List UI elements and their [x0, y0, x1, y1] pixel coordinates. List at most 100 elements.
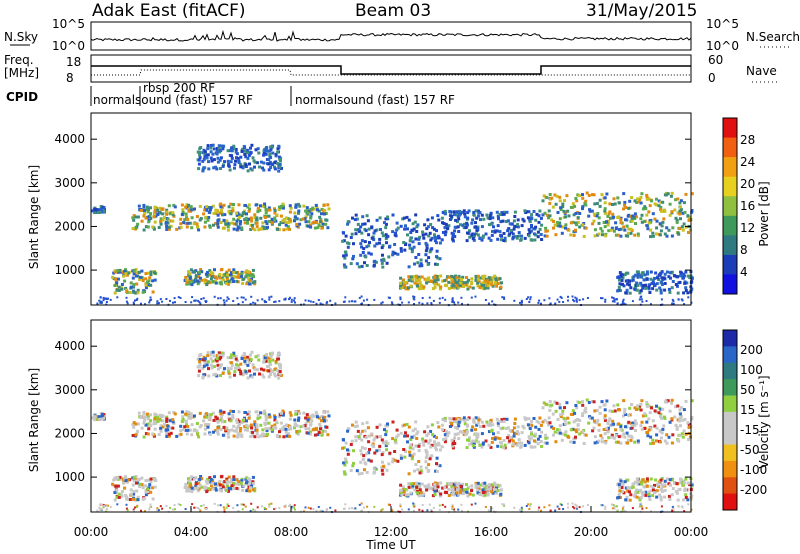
power-cell [636, 197, 640, 201]
velocity-cell [477, 487, 481, 491]
power-cell [525, 298, 528, 300]
velocity-cell [115, 495, 119, 499]
velocity-cell [624, 425, 627, 429]
velocity-cell [213, 502, 216, 505]
power-cell [617, 228, 621, 232]
velocity-cell [499, 492, 503, 496]
velocity-cell [632, 422, 636, 426]
velocity-cell [644, 490, 648, 494]
velocity-cell [280, 373, 283, 377]
power-cell [159, 220, 163, 223]
power-cell [212, 223, 215, 227]
velocity-cell [222, 410, 226, 414]
power-cell [149, 296, 152, 299]
velocity-cell [683, 488, 687, 492]
power-cell [123, 279, 127, 283]
velocity-cell [255, 428, 259, 432]
power-cell [595, 214, 599, 218]
velocity-cell [263, 508, 266, 511]
velocity-cell [471, 444, 475, 448]
power-cell [588, 209, 592, 213]
power-cell [262, 153, 266, 157]
velocity-cell [581, 430, 585, 434]
velocity-cell [150, 505, 153, 508]
power-cell [322, 212, 326, 216]
power-cell [386, 217, 390, 221]
velocity-cell [315, 509, 318, 512]
power-cell [192, 222, 196, 226]
velocity-cell [572, 505, 575, 508]
power-cell [517, 231, 521, 235]
power-cell [451, 280, 455, 284]
power-cell [183, 279, 187, 282]
velocity-cell [216, 426, 220, 430]
velocity-cell [571, 409, 575, 413]
velocity-cell [287, 427, 291, 431]
power-cell [429, 238, 433, 242]
power-cell [686, 291, 690, 295]
power-cell [499, 233, 503, 237]
velocity-cell [483, 493, 487, 497]
power-cell [395, 228, 399, 232]
power-cell [403, 227, 407, 231]
velocity-cell [648, 498, 652, 501]
velocity-cell [408, 450, 412, 454]
power-cell [366, 219, 370, 223]
velocity-cell [655, 433, 659, 437]
velocity-cell [113, 498, 117, 502]
velocity-cell [100, 415, 103, 419]
velocity-cell [468, 436, 471, 440]
power-cell [167, 227, 171, 231]
velocity-cell [683, 510, 686, 513]
velocity-cell [605, 399, 609, 403]
power-cell [430, 236, 434, 240]
velocity-cell [365, 471, 369, 474]
velocity-cell [612, 504, 615, 507]
power-cell [165, 210, 169, 214]
power-cell [578, 212, 582, 215]
power-cell [645, 270, 649, 274]
power-cell [452, 286, 456, 290]
velocity-cell [180, 419, 184, 423]
velocity-cell [653, 483, 656, 487]
velocity-cell [560, 503, 563, 506]
power-cell [225, 299, 228, 302]
velocity-cell [486, 423, 490, 427]
velocity-cell [626, 441, 630, 445]
velocity-cell [368, 448, 371, 451]
power-cell [639, 281, 643, 285]
power-cell [659, 200, 663, 204]
power-cell [159, 222, 163, 226]
velocity-cell [269, 363, 273, 366]
velocity-cell [284, 423, 288, 427]
velocity-cell [624, 413, 628, 416]
power-cell [193, 207, 196, 211]
power-cell [544, 226, 548, 230]
power-cell [277, 155, 281, 159]
power-cell [152, 215, 156, 219]
velocity-cell [247, 477, 251, 481]
velocity-cell [445, 432, 449, 436]
velocity-cell [216, 420, 220, 424]
velocity-cell [539, 423, 543, 427]
velocity-cell [680, 505, 683, 508]
power-cell [444, 283, 448, 287]
power-cell [675, 275, 679, 279]
velocity-cell [354, 435, 358, 439]
power-cell [606, 223, 610, 227]
power-cell [659, 271, 663, 275]
velocity-cell [479, 425, 482, 429]
velocity-cell [413, 503, 416, 505]
power-cell [584, 226, 588, 230]
velocity-cell [566, 416, 570, 420]
velocity-cell [602, 428, 606, 431]
velocity-cell [309, 423, 313, 427]
power-cell [181, 210, 185, 214]
power-cell [611, 212, 615, 216]
velocity-cell [538, 506, 541, 509]
velocity-cell [528, 438, 532, 441]
velocity-cell [671, 509, 674, 512]
power-cell [207, 273, 211, 277]
velocity-cell [277, 435, 281, 438]
